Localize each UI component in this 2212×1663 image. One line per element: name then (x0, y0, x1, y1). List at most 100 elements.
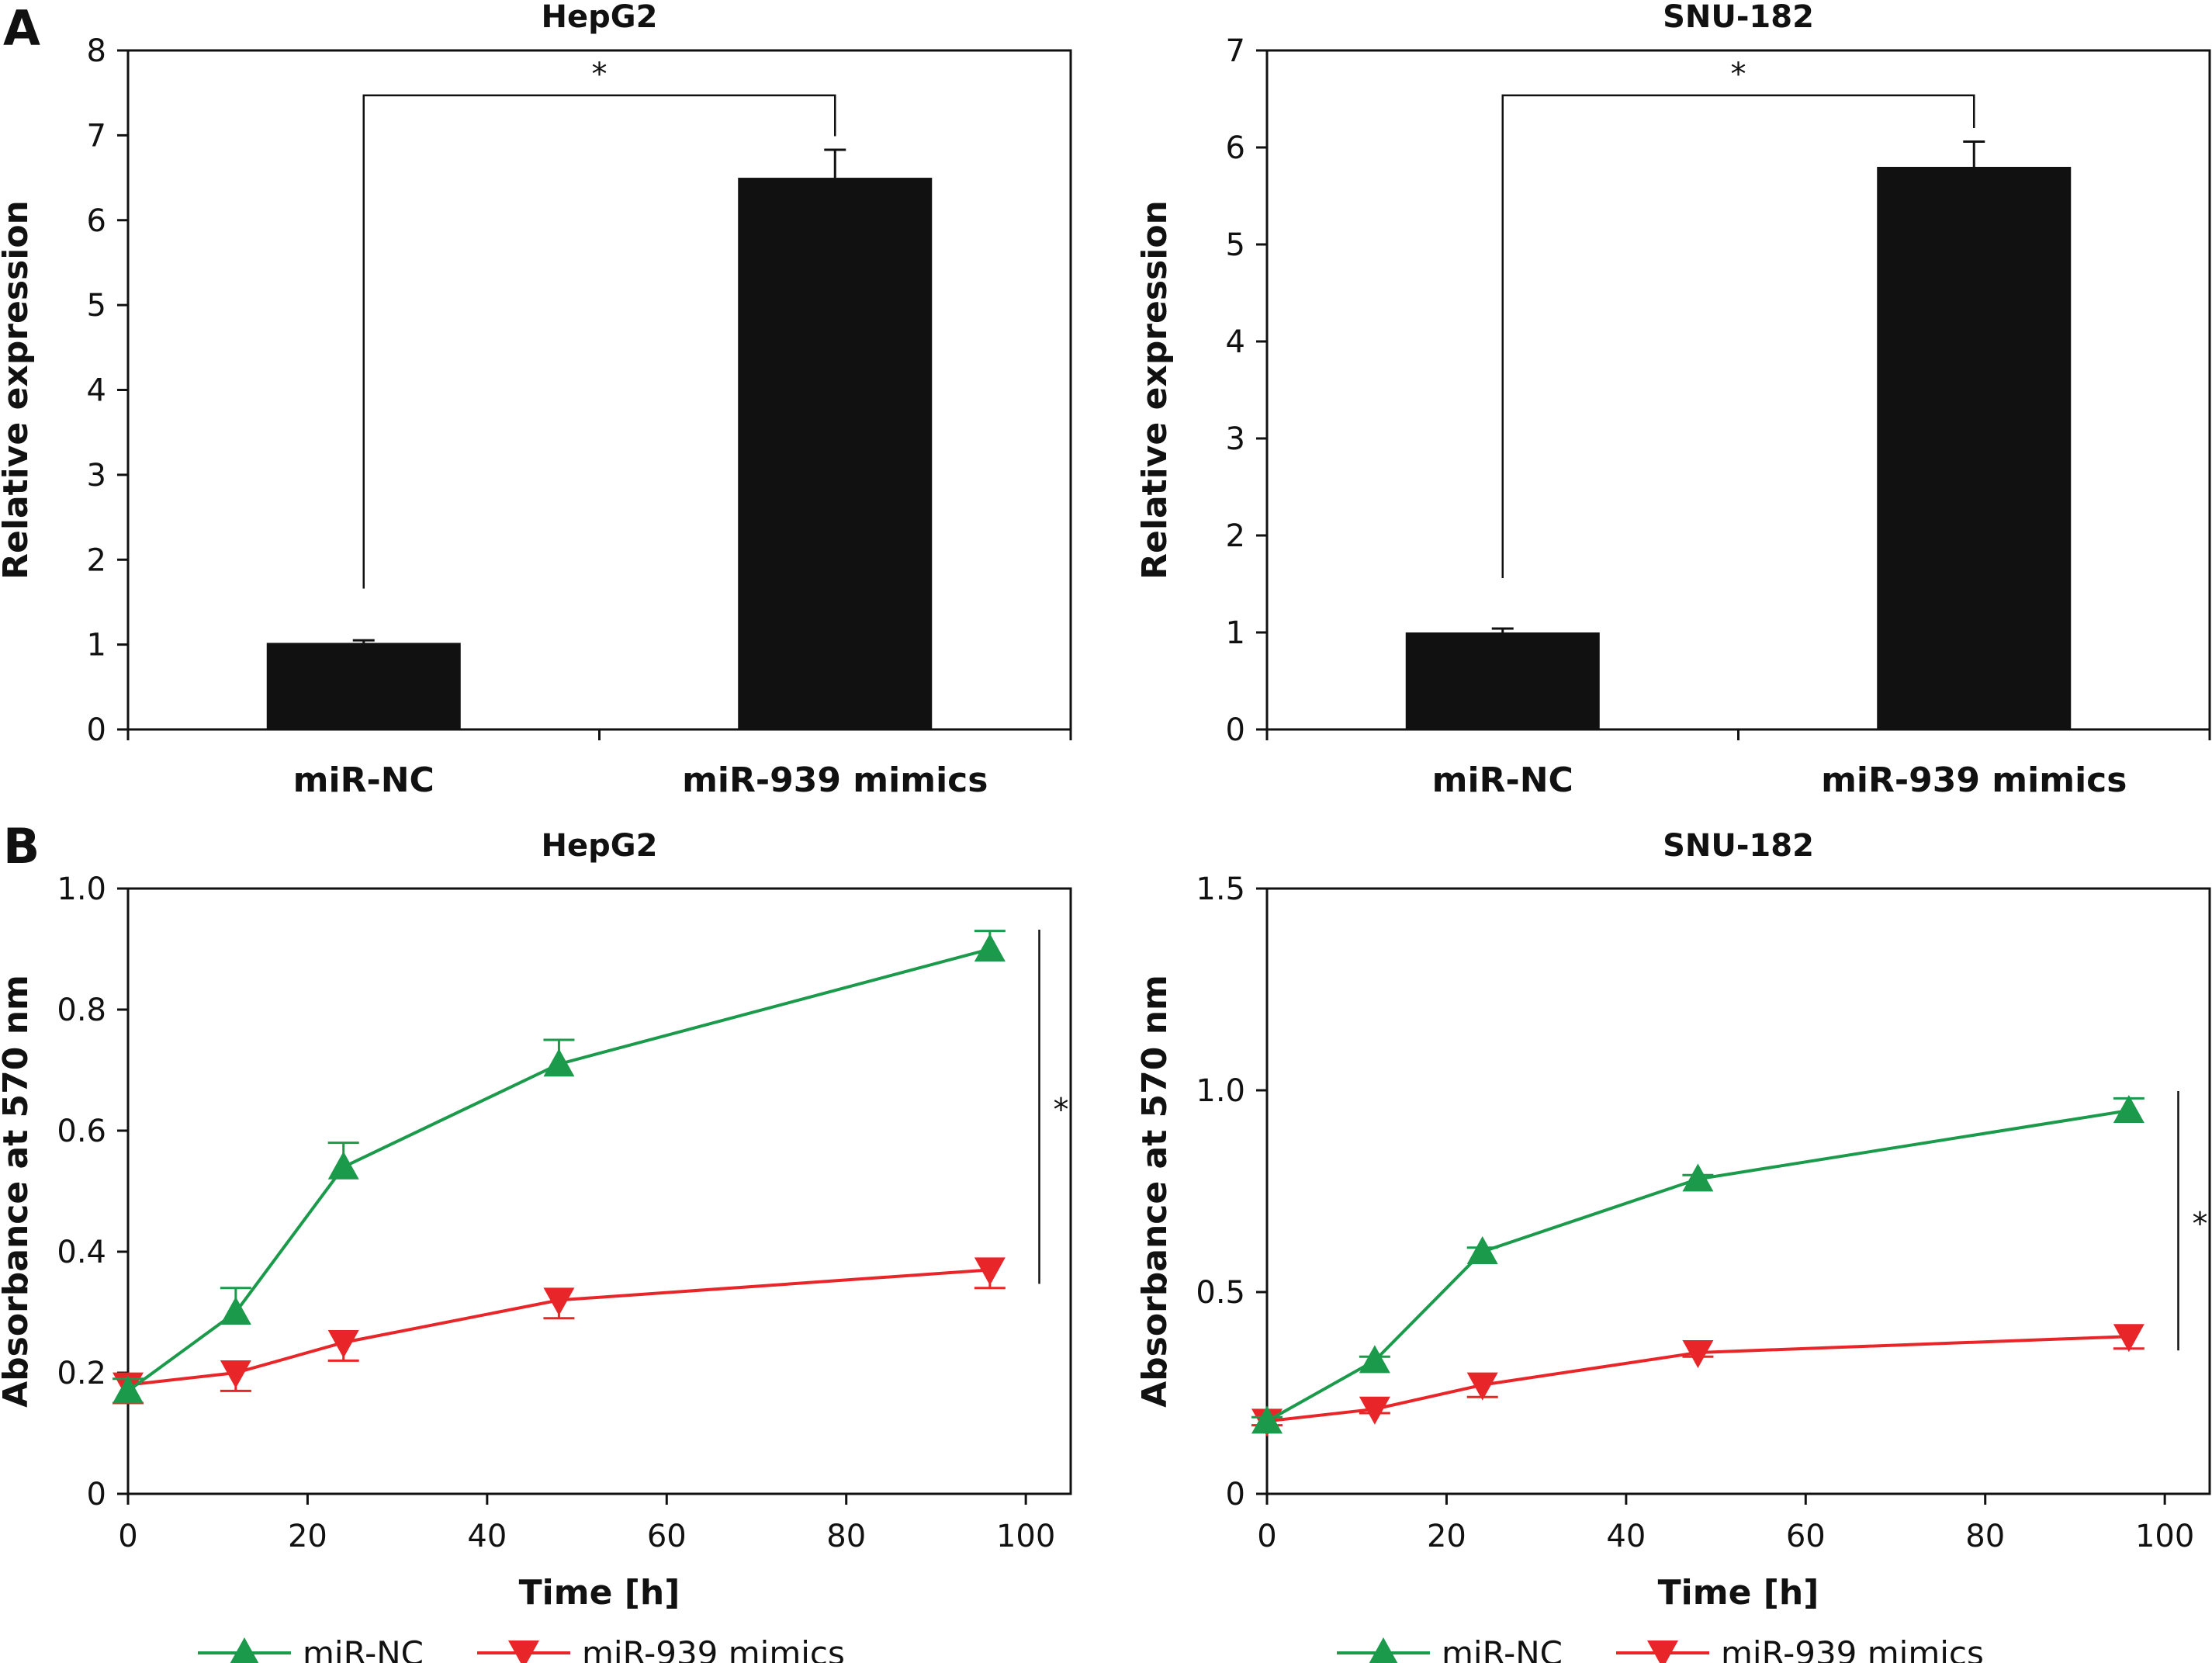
category-label: miR-NC (293, 760, 434, 800)
x-tick-label: 40 (1606, 1519, 1646, 1554)
panel-label-a: A (3, 0, 40, 57)
y-tick-label: 0.6 (57, 1114, 106, 1149)
bar (1405, 632, 1600, 729)
bar (1877, 167, 2072, 729)
series-line-mir-939-mimics (127, 1268, 990, 1387)
legend-label: miR-939 mimics (582, 1634, 845, 1663)
y-axis-title: Absorbance at 570 nm (1135, 975, 1175, 1408)
data-point (327, 1151, 359, 1180)
y-tick-label: 6 (87, 203, 106, 239)
y-axis-title: Absorbance at 570 nm (0, 975, 36, 1408)
data-point (1359, 1396, 1390, 1425)
significance-label: * (2193, 1207, 2208, 1242)
bar (266, 643, 461, 729)
legend-marker (230, 1637, 259, 1663)
y-tick-label: 2 (87, 542, 106, 578)
plot-frame (126, 887, 1072, 1495)
y-tick-label: 1 (87, 628, 106, 663)
chart-title: HepG2 (542, 828, 658, 864)
y-tick-label: 5 (1226, 227, 1245, 263)
x-tick-label: 100 (2135, 1519, 2194, 1554)
data-point (1682, 1340, 1714, 1368)
y-tick-label: 7 (87, 118, 106, 154)
x-tick-label: 80 (1965, 1519, 2005, 1554)
x-tick-label: 40 (467, 1519, 507, 1554)
x-tick-label: 20 (1427, 1519, 1466, 1554)
series-line-mir-nc (1266, 1109, 2130, 1423)
x-tick-label: 20 (288, 1519, 327, 1554)
line-chart-snu182: SNU-182 0 0.5 1.0 1.5 0 20 40 60 80 100 Absorbance … (1135, 828, 2211, 1663)
y-tick-label: 6 (1226, 130, 1245, 166)
chart-title: SNU-182 (1663, 828, 1814, 864)
y-tick-label: 1.0 (1196, 1073, 1245, 1109)
chart-title: HepG2 (542, 0, 658, 35)
y-tick-label: 0 (87, 1477, 106, 1512)
legend-label: miR-NC (1442, 1634, 1563, 1663)
data-point (113, 1375, 144, 1404)
x-tick-label: 100 (996, 1519, 1055, 1554)
y-tick-label: 0.8 (57, 993, 106, 1028)
x-tick-label: 60 (647, 1519, 687, 1554)
x-tick-label: 0 (118, 1519, 137, 1554)
y-tick-label: 2 (1226, 518, 1245, 554)
y-tick-label: 0.4 (57, 1235, 106, 1270)
data-point (2113, 1095, 2144, 1123)
y-axis-title: Relative expression (0, 200, 36, 580)
category-label: miR-NC (1432, 760, 1573, 800)
bar (738, 178, 933, 729)
x-tick-label: 80 (826, 1519, 866, 1554)
y-tick-label: 3 (1226, 421, 1245, 457)
plot-frame (1265, 887, 2211, 1495)
chart-title: SNU-182 (1663, 0, 1814, 35)
x-axis-title: Time [h] (1658, 1573, 1819, 1613)
line-chart-hepg2: HepG2 0 0.2 0.4 0.6 0.8 1.0 0 20 40 60 80 100 Absorba… (0, 828, 1072, 1663)
legend-marker (1369, 1637, 1398, 1663)
category-label: miR-939 mimics (1821, 760, 2127, 800)
y-tick-label: 0 (1226, 712, 1245, 748)
x-tick-label: 0 (1257, 1519, 1276, 1554)
significance-label: * (1731, 57, 1746, 92)
legend-marker (1647, 1640, 1678, 1663)
y-tick-label: 4 (87, 373, 106, 409)
significance-label: * (1054, 1093, 1069, 1128)
data-point (1682, 1163, 1714, 1192)
data-point (1466, 1236, 1498, 1264)
legend-label: miR-939 mimics (1721, 1634, 1984, 1663)
y-tick-label: 0.2 (57, 1356, 106, 1391)
data-point (327, 1330, 359, 1358)
y-tick-label: 7 (1226, 33, 1245, 69)
data-point (220, 1297, 251, 1325)
data-point (543, 1287, 575, 1316)
y-tick-label: 0.5 (1196, 1275, 1245, 1311)
data-point (974, 934, 1006, 961)
data-point (1251, 1405, 1283, 1434)
data-point (2113, 1324, 2144, 1353)
y-tick-label: 8 (87, 33, 106, 69)
y-tick-label: 5 (87, 288, 106, 324)
x-tick-label: 60 (1786, 1519, 1826, 1554)
y-tick-label: 3 (87, 458, 106, 494)
significance-bracket (362, 94, 836, 589)
y-axis-title: Relative expression (1135, 200, 1175, 580)
y-tick-label: 0 (87, 712, 106, 748)
series-line-mir-nc (126, 948, 991, 1393)
y-tick-label: 4 (1226, 324, 1245, 360)
y-tick-label: 1.0 (57, 871, 106, 907)
significance-label: * (592, 57, 608, 92)
significance-bracket (1501, 94, 1975, 578)
y-tick-label: 1.5 (1196, 871, 1245, 907)
panel-label-b: B (3, 818, 40, 875)
bar-chart-snu182: SNU-182 0 1 2 3 4 5 6 7 Relative expression miR-NC… (1135, 0, 2211, 800)
data-point (1359, 1345, 1390, 1374)
data-point (1466, 1372, 1498, 1401)
y-tick-label: 0 (1226, 1477, 1245, 1512)
bar-chart-hepg2: HepG2 0 1 2 3 4 5 6 7 8 Relative expression miR-NC m… (0, 0, 1072, 800)
legend-label: miR-NC (303, 1634, 424, 1663)
data-point (220, 1360, 251, 1388)
y-tick-label: 1 (1226, 615, 1245, 651)
legend-marker (508, 1640, 539, 1663)
data-point (543, 1048, 575, 1077)
category-label: miR-939 mimics (682, 760, 988, 800)
data-point (974, 1257, 1006, 1286)
